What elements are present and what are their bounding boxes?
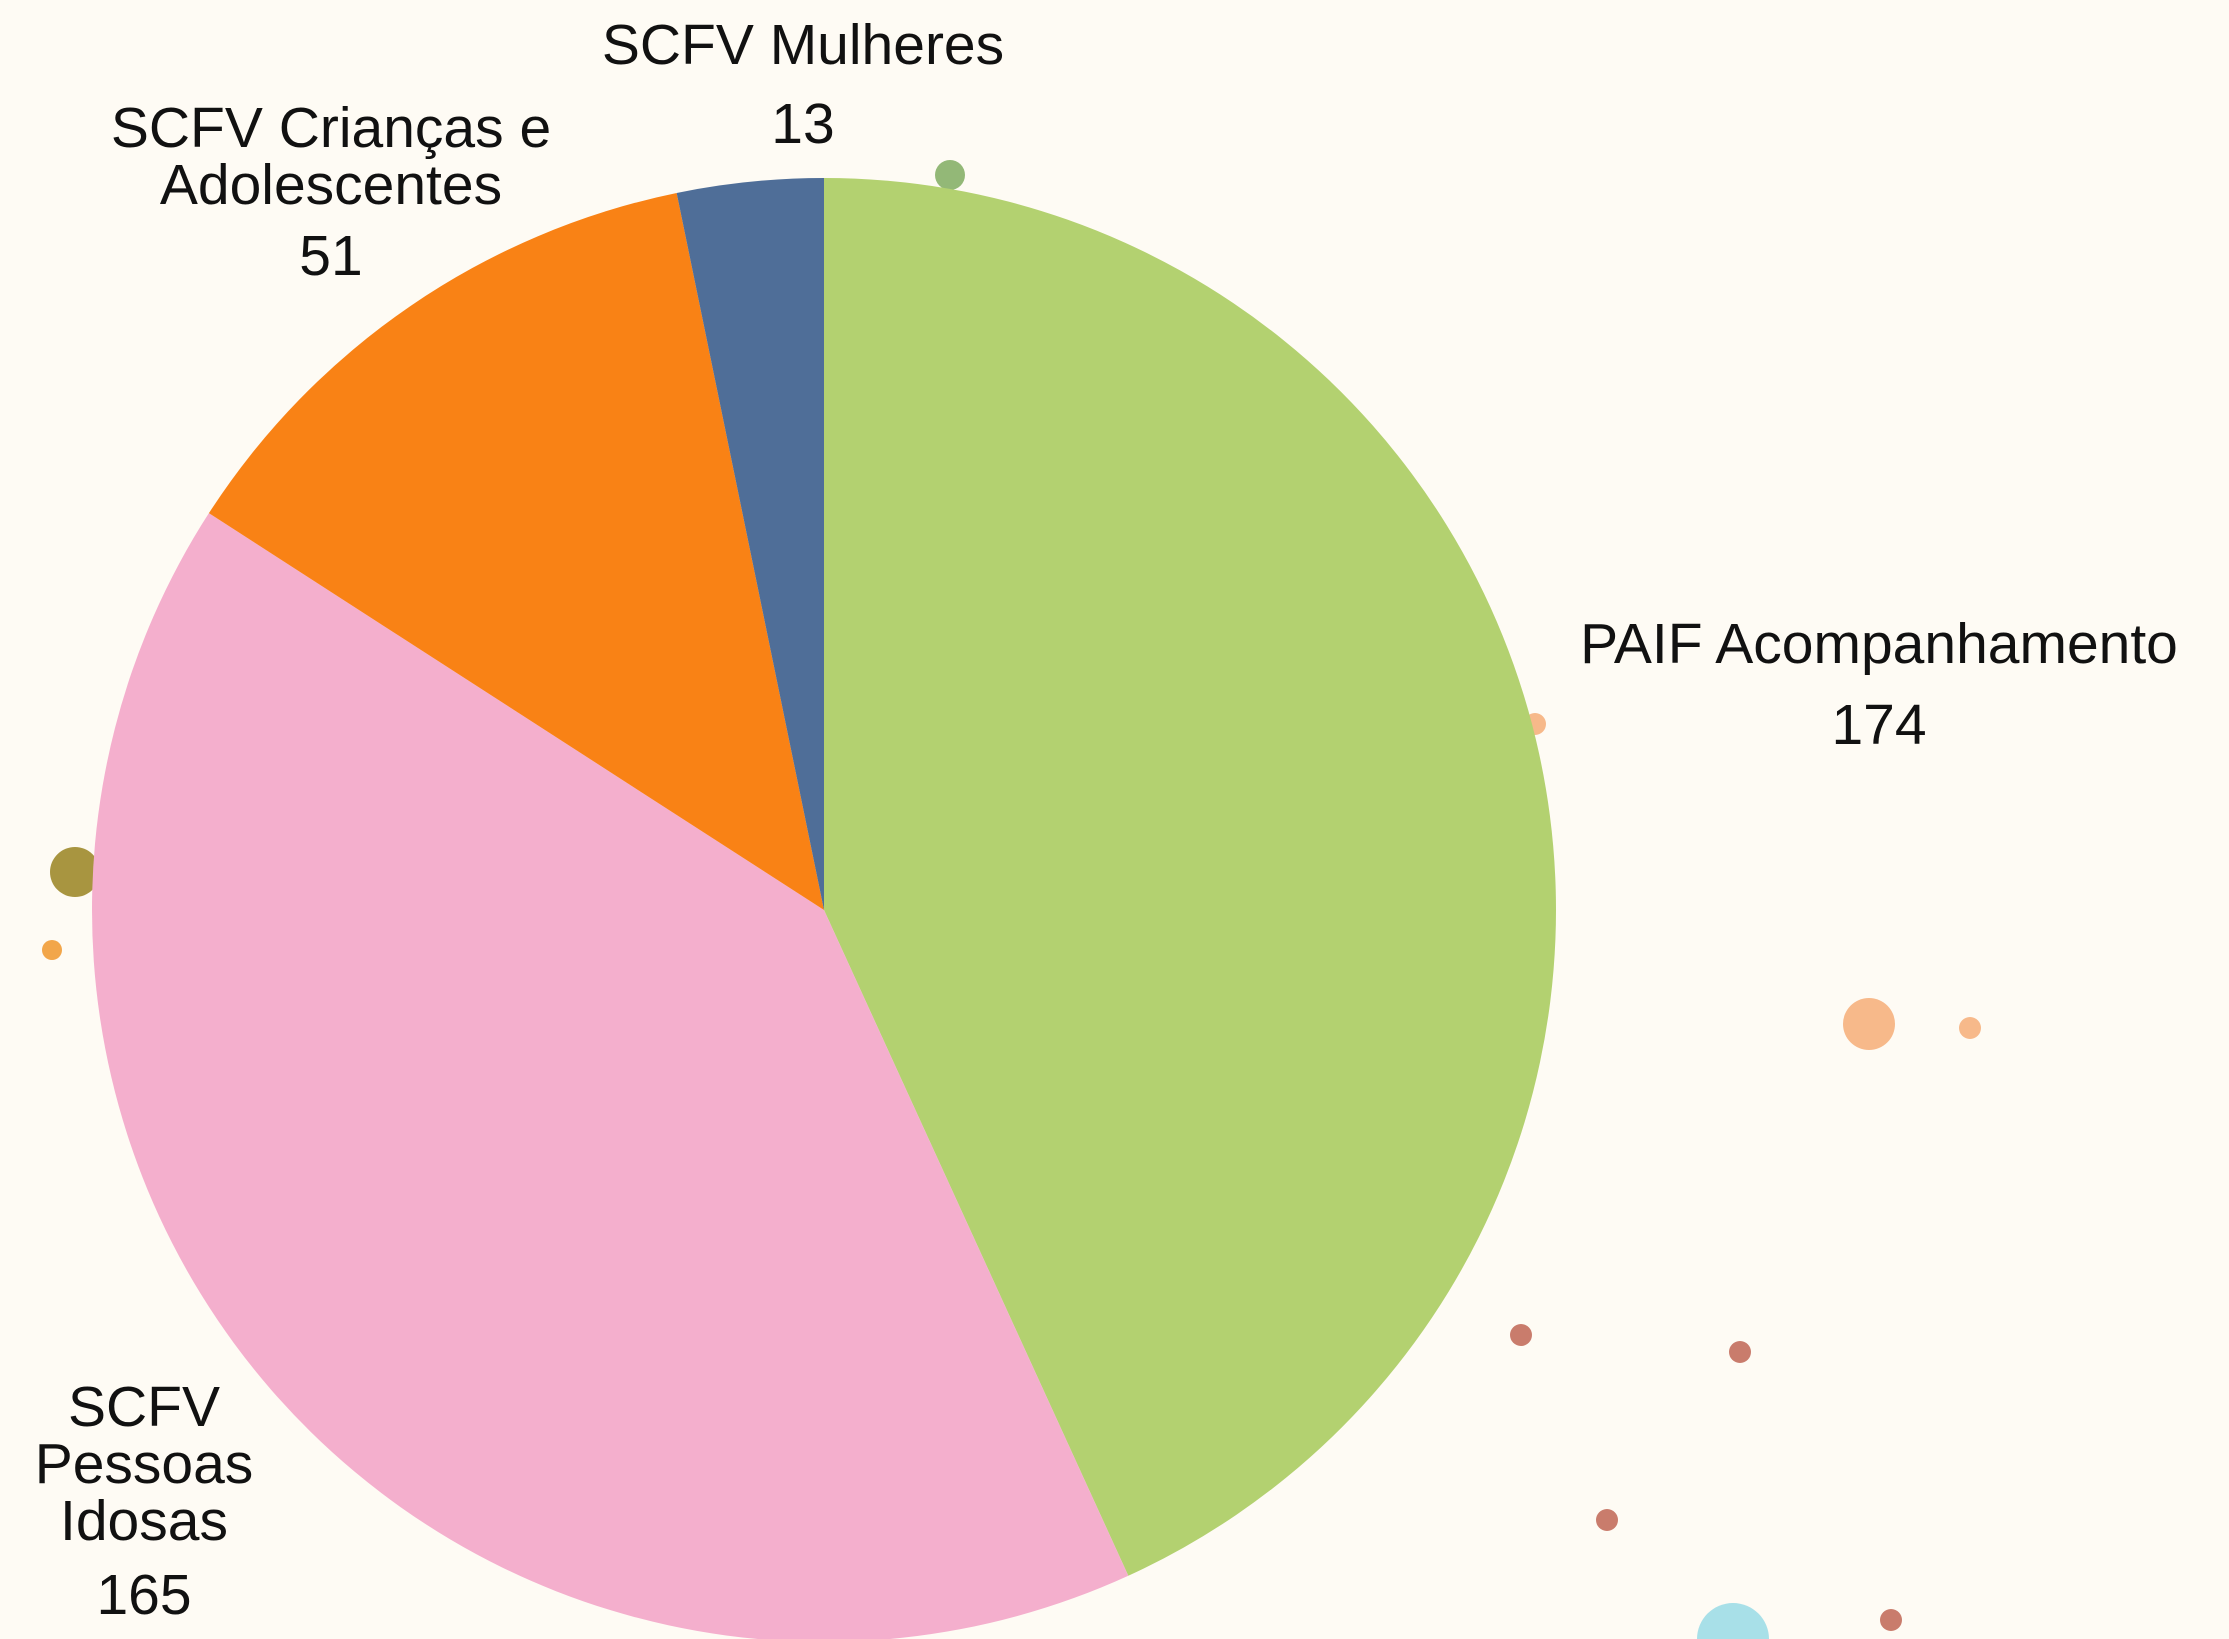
value-label: 13: [771, 92, 835, 156]
category-label: SCFV Crianças e Adolescentes: [110, 96, 552, 217]
value-label: 174: [1831, 693, 1927, 757]
category-label: PAIF Acompanhamento: [1580, 612, 2178, 676]
value-label: 51: [299, 224, 363, 288]
category-label: SCFV Pessoas Idosas: [34, 1375, 254, 1553]
value-label: 165: [96, 1563, 192, 1627]
pie-slice: [92, 513, 1129, 1639]
pie-slice: [208, 192, 824, 911]
pie-slice: [824, 178, 1556, 1576]
decoration: [42, 160, 1981, 1639]
pie-slice: [676, 178, 824, 910]
category-label: SCFV Mulheres: [601, 13, 1005, 77]
